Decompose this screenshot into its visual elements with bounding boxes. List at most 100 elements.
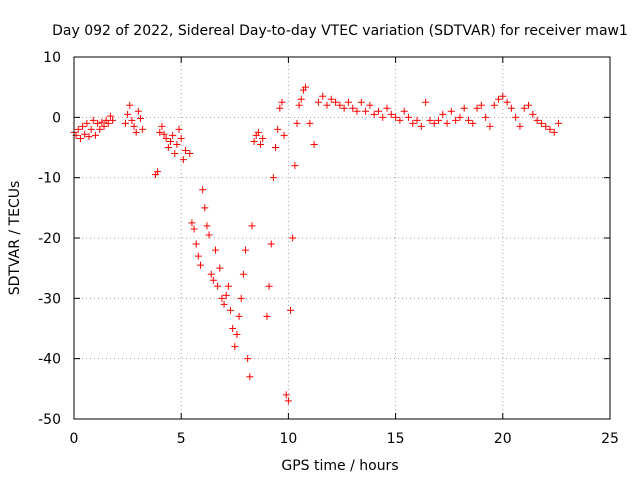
data-point <box>546 125 554 133</box>
x-axis-label: GPS time / hours <box>281 458 398 474</box>
data-point <box>173 140 181 148</box>
x-tick-label: 20 <box>494 431 512 447</box>
data-point <box>160 130 168 138</box>
data-point <box>96 125 104 133</box>
data-point <box>79 122 87 130</box>
data-point <box>460 104 468 112</box>
data-point <box>503 98 511 106</box>
data-point <box>512 113 520 121</box>
y-tick-label: -40 <box>38 352 61 368</box>
data-point <box>76 134 84 142</box>
data-point <box>383 104 391 112</box>
data-point <box>218 294 226 302</box>
data-point <box>98 118 106 126</box>
data-point <box>190 225 198 233</box>
data-point <box>162 134 170 142</box>
data-point <box>265 282 273 290</box>
data-point <box>533 116 541 124</box>
data-point <box>537 119 545 127</box>
y-tick-label: -30 <box>38 291 61 307</box>
data-point <box>477 101 485 109</box>
data-point <box>104 119 112 127</box>
data-point <box>257 140 265 148</box>
data-point <box>130 122 138 130</box>
data-point <box>297 95 305 103</box>
data-point <box>439 110 447 118</box>
data-point <box>529 110 537 118</box>
data-point <box>239 270 247 278</box>
data-point <box>244 355 252 363</box>
data-point <box>175 125 183 133</box>
data-point <box>310 140 318 148</box>
y-tick-label: -10 <box>38 171 61 187</box>
data-point <box>91 131 99 139</box>
data-point <box>379 113 387 121</box>
data-point <box>464 116 472 124</box>
data-point <box>136 115 144 123</box>
data-point <box>289 234 297 242</box>
data-point <box>482 113 490 121</box>
data-point <box>332 98 340 106</box>
data-point <box>158 122 166 130</box>
data-point <box>319 92 327 100</box>
data-point <box>520 104 528 112</box>
data-point <box>426 116 434 124</box>
y-tick-label: 10 <box>43 50 61 66</box>
data-point <box>134 107 142 115</box>
data-point <box>237 294 245 302</box>
data-point <box>269 174 277 182</box>
data-point <box>349 104 357 112</box>
data-point <box>293 119 301 127</box>
data-point <box>89 116 97 124</box>
y-tick-label: -20 <box>38 231 61 247</box>
data-point <box>212 246 220 254</box>
data-point <box>124 110 132 118</box>
data-point <box>229 325 237 332</box>
data-point <box>443 119 451 127</box>
data-point <box>392 113 400 121</box>
data-point <box>109 116 117 124</box>
data-point <box>169 131 177 139</box>
axis-ticks: 0 5 10 15 20 25 -50 -40 -30 -20 -10 0 10 <box>38 50 619 447</box>
y-tick-label: 0 <box>52 110 61 126</box>
data-point <box>473 104 481 112</box>
x-tick-label: 15 <box>387 431 405 447</box>
data-point <box>357 98 365 106</box>
data-point <box>248 222 256 230</box>
data-point <box>224 282 232 290</box>
x-tick-label: 10 <box>279 431 297 447</box>
data-point <box>85 133 93 141</box>
data-point <box>132 128 140 136</box>
data-point <box>81 130 89 138</box>
data-point <box>250 137 258 145</box>
data-point <box>194 252 202 260</box>
data-point <box>295 101 303 109</box>
data-point <box>284 397 292 405</box>
data-point <box>276 104 284 112</box>
data-point <box>181 147 189 155</box>
y-axis-label: SDTVAR / TECUs <box>7 181 23 296</box>
data-point <box>139 125 147 133</box>
data-point <box>327 95 335 103</box>
data-point <box>323 101 331 109</box>
data-point <box>366 101 374 109</box>
data-point <box>186 150 194 158</box>
data-point <box>267 240 275 248</box>
data-point <box>340 104 348 112</box>
data-point <box>246 373 254 381</box>
data-point <box>154 168 162 176</box>
data-point <box>203 222 211 230</box>
data-point <box>314 98 322 106</box>
data-point <box>550 128 558 136</box>
data-point <box>417 122 425 130</box>
data-point <box>209 276 217 284</box>
data-point <box>201 204 209 212</box>
data-point <box>404 113 412 121</box>
data-point <box>74 125 82 133</box>
data-point <box>128 116 136 124</box>
data-point <box>179 156 187 164</box>
data-point <box>344 98 352 106</box>
data-point <box>166 137 174 145</box>
data-point <box>216 264 224 272</box>
